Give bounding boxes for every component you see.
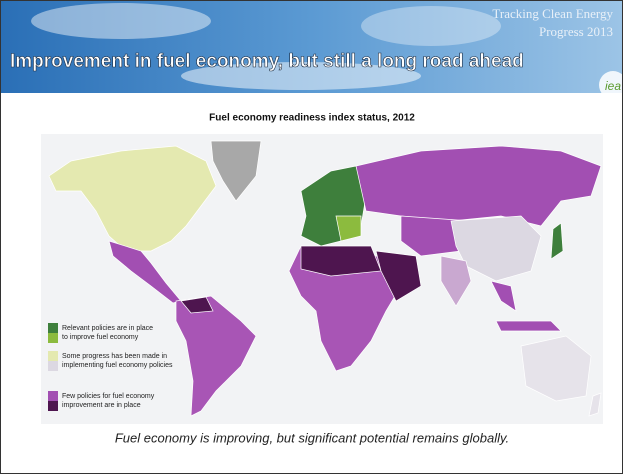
legend-label: improvement are in place <box>62 402 141 409</box>
slide-title: Improvement in fuel economy, but still a… <box>10 51 524 72</box>
legend-label: Few policies for fuel economy <box>62 393 155 400</box>
caption: Fuel economy is improving, but significa… <box>115 430 509 445</box>
slide-canvas: Tracking Clean Energy Progress 2013 Impr… <box>1 1 622 473</box>
cloud <box>31 3 211 39</box>
north-africa <box>301 246 381 276</box>
legend-swatch <box>48 391 58 401</box>
legend-swatch <box>48 351 58 361</box>
legend-label: Relevant policies are in place <box>62 325 153 332</box>
legend-label: to improve fuel economy <box>62 334 139 341</box>
logo: iea <box>605 79 621 93</box>
banner-subtitle: Tracking Clean Energy <box>492 6 613 21</box>
banner-subtitle: Progress 2013 <box>539 24 613 39</box>
legend-swatch <box>48 401 58 411</box>
cloud <box>361 6 501 46</box>
slide: Tracking Clean Energy Progress 2013 Impr… <box>0 0 623 474</box>
legend-swatch <box>48 333 58 343</box>
legend-swatch <box>48 323 58 333</box>
indonesia <box>496 321 561 331</box>
legend-label: implementing fuel economy policies <box>62 362 173 369</box>
map-title: Fuel economy readiness index status, 201… <box>209 113 415 124</box>
legend-swatch <box>48 361 58 371</box>
legend-label: Some progress has been made in <box>62 353 167 360</box>
